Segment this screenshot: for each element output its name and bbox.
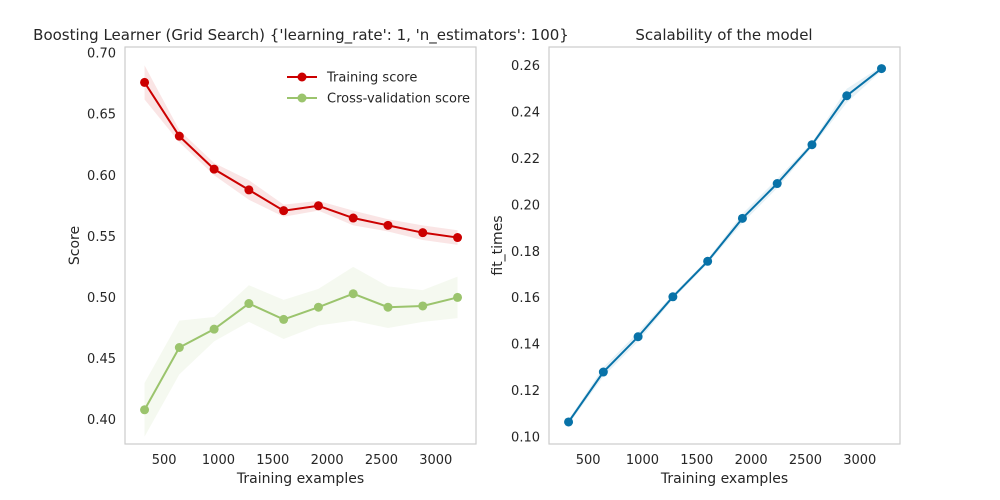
data-point (174, 131, 184, 141)
y-tick-label: 0.24 (511, 106, 540, 121)
chart-title: Scalability of the model (635, 26, 812, 44)
y-tick-label: 0.10 (511, 431, 540, 446)
scalability-panel: Scalability of the model 500 1000 1500 2000 2… (490, 26, 901, 487)
y-tick-label: 0.70 (87, 47, 116, 62)
data-point (174, 342, 184, 352)
y-tick-label: 0.18 (511, 245, 540, 260)
data-point (313, 302, 323, 312)
data-point (418, 301, 428, 311)
data-point (140, 405, 150, 415)
data-point (633, 332, 643, 342)
plot-area-frame (548, 46, 901, 445)
data-point (140, 77, 150, 87)
data-point (453, 233, 463, 243)
y-tick-label: 0.50 (87, 291, 116, 306)
y-axis-label: fit_times (490, 215, 506, 275)
x-axis-label: Training examples (660, 471, 788, 487)
legend-marker (297, 93, 307, 103)
chart-title: Boosting Learner (Grid Search) {'learnin… (33, 26, 569, 45)
series-line (567, 67, 883, 423)
data-point (842, 91, 852, 101)
data-point (279, 206, 289, 216)
data-point (807, 140, 817, 150)
y-tick-label: 0.22 (511, 152, 540, 167)
legend-label: Cross-validation score (327, 92, 470, 107)
data-point (598, 367, 608, 377)
data-point (348, 289, 358, 299)
legend-label: Training score (326, 71, 417, 86)
x-axis-label: Training examples (236, 471, 364, 487)
data-point (418, 228, 428, 238)
data-point (209, 164, 219, 174)
data-point (313, 201, 323, 211)
x-tick-label: 2000 (311, 453, 344, 468)
data-point (737, 213, 747, 223)
series-line (143, 81, 458, 239)
y-tick-label: 0.40 (87, 413, 116, 428)
legend: Training score Cross-validation score (287, 71, 470, 107)
y-axis-label: Score (67, 226, 83, 265)
y-tick-label: 0.45 (87, 352, 116, 367)
data-point (348, 213, 358, 223)
y-tick-label: 0.60 (87, 169, 116, 184)
y-tick-label: 0.26 (511, 59, 540, 74)
data-point (877, 64, 887, 74)
data-point (703, 256, 713, 266)
data-point (564, 417, 574, 427)
series-0 (140, 65, 463, 245)
x-tick-label: 2500 (365, 453, 398, 468)
y-tick-label: 0.20 (511, 198, 540, 213)
y-tick-label: 0.16 (511, 291, 540, 306)
series-1 (140, 266, 463, 437)
data-point (244, 185, 254, 195)
legend-marker (297, 72, 307, 82)
data-point (279, 314, 289, 324)
std-band (144, 266, 458, 437)
y-tick-label: 0.14 (511, 338, 540, 353)
x-tick-label: 1500 (680, 453, 713, 468)
data-point (383, 302, 393, 312)
data-point (453, 292, 463, 302)
series-0 (564, 64, 887, 427)
data-point (209, 324, 219, 334)
learning-curve-panel: Boosting Learner (Grid Search) {'learnin… (33, 26, 569, 487)
y-tick-label: 0.65 (87, 108, 116, 123)
x-tick-label: 3000 (843, 453, 876, 468)
x-tick-label: 1500 (256, 453, 289, 468)
plot-area-frame (124, 46, 477, 445)
data-point (668, 292, 678, 302)
x-tick-label: 500 (576, 453, 601, 468)
x-tick-label: 1000 (626, 453, 659, 468)
data-point (772, 179, 782, 189)
y-tick-label: 0.55 (87, 230, 116, 245)
x-tick-label: 2000 (735, 453, 768, 468)
data-point (383, 220, 393, 230)
series-line (143, 292, 458, 411)
x-tick-label: 3000 (419, 453, 452, 468)
x-tick-label: 500 (152, 453, 177, 468)
y-tick-label: 0.12 (511, 384, 540, 399)
x-tick-label: 1000 (202, 453, 235, 468)
x-tick-label: 2500 (789, 453, 822, 468)
data-point (244, 299, 254, 309)
